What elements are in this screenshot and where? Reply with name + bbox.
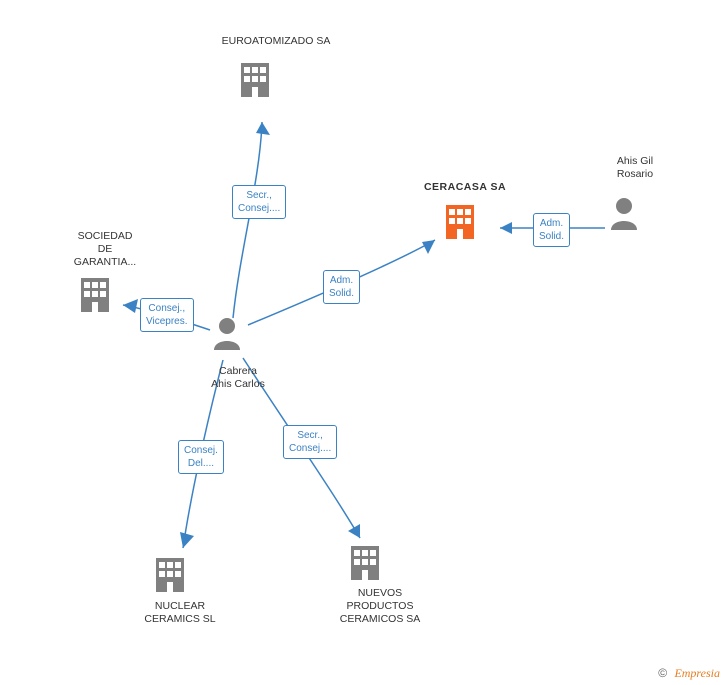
node-label-ceracasa[interactable]: CERACASA SA (410, 181, 520, 194)
node-label-nuevos[interactable]: NUEVOS PRODUCTOS CERAMICOS SA (330, 587, 430, 626)
arrowhead-cabrera_sociedad (123, 299, 138, 313)
edge-label-cabrera_sociedad: Consej., Vicepres. (140, 298, 194, 332)
edge-label-cabrera_nuclear: Consej. Del.... (178, 440, 224, 474)
node-label-nuclear[interactable]: NUCLEAR CERAMICS SL (135, 600, 225, 626)
edge-label-cabrera_euroatomizado: Secr., Consej.... (232, 185, 286, 219)
node-label-cabrera[interactable]: Cabrera Ahis Carlos (198, 365, 278, 391)
building-icon-nuclear[interactable] (154, 556, 186, 599)
building-icon-nuevos[interactable] (349, 544, 381, 587)
footer: © Empresia (658, 666, 720, 681)
building-icon-euroatomizado[interactable] (239, 61, 271, 104)
person-icon-ahis_gil[interactable] (609, 196, 639, 235)
network-diagram: Secr., Consej.... Adm. Solid. Consej., Vic… (0, 0, 728, 685)
arrowhead-ahis_ceracasa (500, 222, 512, 234)
edge-label-ahis_ceracasa: Adm. Solid. (533, 213, 570, 247)
node-label-sociedad[interactable]: SOCIEDAD DE GARANTIA... (60, 230, 150, 269)
edge-label-cabrera_nuevos: Secr., Consej.... (283, 425, 337, 459)
person-icon-cabrera[interactable] (212, 316, 242, 355)
arrowhead-cabrera_euroatomizado (256, 122, 270, 135)
arrowhead-cabrera_nuevos (348, 524, 360, 538)
building-icon-ceracasa[interactable] (444, 203, 476, 246)
copyright-symbol: © (658, 666, 667, 680)
arrowhead-cabrera_nuclear (180, 532, 194, 548)
brand-name: Empresia (674, 666, 720, 680)
edge-cabrera_euroatomizado (233, 122, 262, 318)
node-label-ahis_gil[interactable]: Ahis Gil Rosario (600, 155, 670, 181)
node-label-euroatomizado[interactable]: EUROATOMIZADO SA (201, 35, 351, 48)
building-icon-sociedad[interactable] (79, 276, 111, 319)
arrowhead-cabrera_ceracasa (422, 240, 435, 254)
edge-label-cabrera_ceracasa: Adm. Solid. (323, 270, 360, 304)
